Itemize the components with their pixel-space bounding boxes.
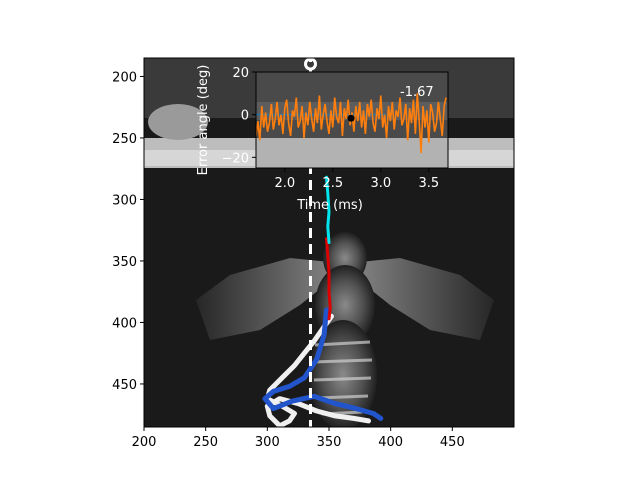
inset-annotation-value: -1.67 [400, 85, 434, 100]
inset-x-tick-label: 2.0 [274, 176, 295, 191]
x-tick-label: 200 [132, 435, 157, 450]
inset-x-axis-label: Time (ms) [296, 198, 363, 213]
inset-y-tick-label: 20 [232, 66, 249, 81]
x-tick-label: 450 [440, 435, 465, 450]
inset-bright-bar [256, 138, 448, 168]
inset-y-tick-label: 0 [241, 109, 249, 124]
y-tick-label: 450 [112, 378, 137, 393]
inset-x-tick-label: 3.5 [418, 176, 439, 191]
inset-x-tick-label: 2.5 [322, 176, 343, 191]
main-y-ticks: 200 250 300 350 400 450 [112, 70, 144, 393]
x-tick-label: 250 [193, 435, 218, 450]
inset-x-tick-label: 3.0 [370, 176, 391, 191]
x-tick-label: 400 [378, 435, 403, 450]
x-tick-label: 300 [255, 435, 280, 450]
inset-current-marker [348, 115, 355, 122]
y-tick-label: 200 [112, 70, 137, 85]
y-tick-label: 400 [112, 316, 137, 331]
y-tick-label: 300 [112, 193, 137, 208]
inset-y-tick-label: −20 [222, 151, 249, 166]
x-tick-label: 350 [317, 435, 342, 450]
y-tick-label: 350 [112, 255, 137, 270]
main-x-ticks: 200 250 300 350 400 450 [132, 427, 465, 450]
y-tick-label: 250 [112, 132, 137, 147]
inset-y-axis-label: Error angle (deg) [196, 65, 211, 176]
